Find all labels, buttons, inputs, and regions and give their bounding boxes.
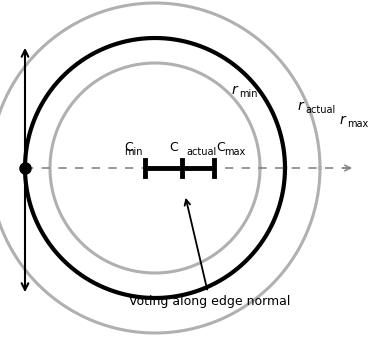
Text: C: C: [124, 141, 133, 154]
Text: min: min: [239, 89, 258, 99]
Text: actual: actual: [186, 147, 216, 157]
Text: r: r: [232, 83, 238, 97]
Text: min: min: [124, 147, 143, 157]
Text: r: r: [340, 113, 346, 127]
Text: Voting along edge normal: Voting along edge normal: [129, 200, 291, 308]
Text: max: max: [347, 119, 368, 129]
Text: actual: actual: [305, 105, 335, 115]
Text: r: r: [298, 99, 304, 113]
Text: C: C: [216, 141, 225, 154]
Text: max: max: [224, 147, 245, 157]
Text: C: C: [169, 141, 178, 154]
